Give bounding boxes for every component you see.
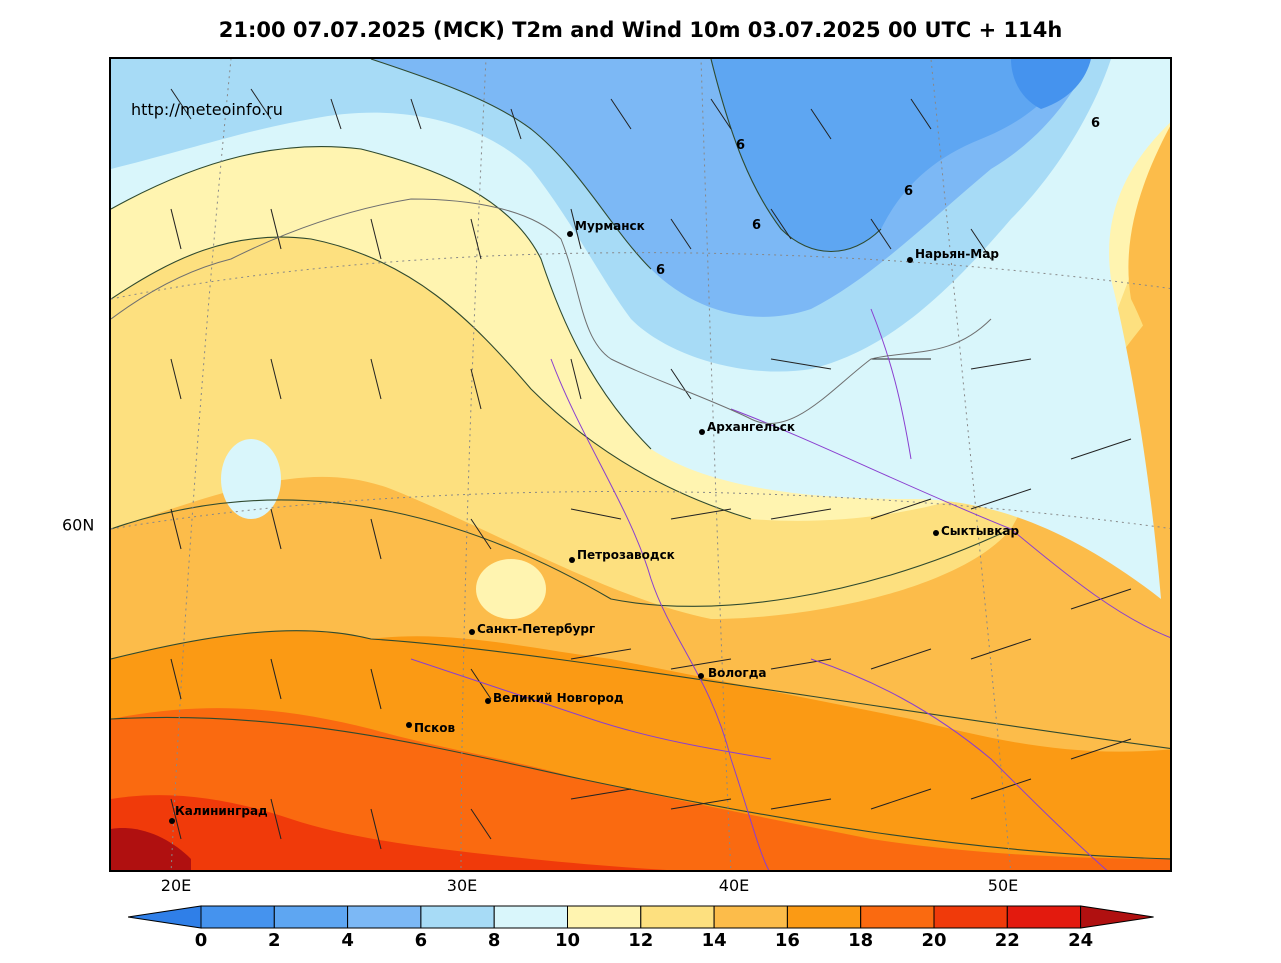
colorbar-tick-label: 14: [701, 930, 727, 951]
wind-barbs: [170, 88, 1132, 850]
city-dot: [469, 629, 475, 635]
watermark-text: http://meteoinfo.ru: [131, 100, 283, 119]
city-label-murmansk: Мурманск: [575, 219, 645, 233]
colorbar-tick-label: 4: [341, 930, 354, 951]
city-label-vologda: Вологда: [708, 666, 766, 680]
temperature-map: http://meteoinfo.ru 6 6 6 6 6 6 Мурманск…: [109, 57, 1172, 872]
city-dot: [567, 231, 573, 237]
map-canvas: http://meteoinfo.ru 6 6 6 6 6 6 Мурманск…: [111, 59, 1170, 870]
latitude-label: 60N: [62, 515, 95, 535]
city-label-pskov: Псков: [414, 721, 456, 735]
city-dot: [169, 818, 175, 824]
colorbar-tick-label: 22: [994, 930, 1020, 951]
colorbar-cell: [860, 905, 935, 929]
colorbar-cell: [420, 905, 495, 929]
city-dot: [698, 673, 704, 679]
colorbar-tick-label: 12: [628, 930, 654, 951]
colorbar-cell: [567, 905, 642, 929]
city-label-saint-petersburg: Санкт-Петербург: [477, 622, 595, 636]
city-label-veliky-novgorod: Великий Новгород: [493, 691, 624, 705]
contour-label: 6: [1091, 116, 1100, 131]
temp-band-4-6: [711, 59, 1071, 252]
colorbar-cells: [128, 905, 1154, 929]
city-labels: Мурманск Нарьян-Мар Архангельск Сыктывка…: [169, 219, 1019, 824]
region-borders: [410, 308, 1170, 870]
longitude-label: 20E: [160, 876, 192, 895]
temp-band-east-16-18: [1128, 126, 1170, 393]
colorbar-tick-label: 18: [848, 930, 874, 951]
city-dot: [485, 698, 491, 704]
city-dot: [406, 722, 412, 728]
longitude-label: 40E: [718, 876, 750, 895]
lake-region: [476, 559, 546, 619]
temp-band-2-4: [1011, 59, 1091, 109]
colorbar-cell: [933, 905, 1008, 929]
colorbar-cell: [640, 905, 715, 929]
colorbar-tick-label: 16: [774, 930, 800, 951]
colorbar-tick-label: 10: [554, 930, 581, 951]
colorbar-cell: [786, 905, 862, 929]
colorbar-arrow-low: [128, 905, 202, 929]
colorbar-tick-label: 6: [414, 930, 428, 951]
city-label-kaliningrad: Калининград: [175, 804, 268, 818]
lake-region: [221, 439, 281, 519]
colorbar-tick-label: 8: [487, 930, 501, 951]
map-title: 21:00 07.07.2025 (MCK) T2m and Wind 10m …: [218, 18, 1063, 42]
contour-label: 6: [904, 184, 913, 199]
temp-band-22-24: [111, 795, 667, 870]
contour-label: 6: [656, 263, 665, 278]
colorbar-cell: [1006, 905, 1082, 929]
coastline: [111, 198, 992, 425]
colorbar-tick-label: 24: [1068, 930, 1094, 951]
city-label-syktyvkar: Сыктывкар: [941, 524, 1019, 538]
colorbar-tick-label: 2: [268, 930, 281, 951]
colorbar-tick-label: 0: [194, 930, 208, 951]
city-label-arkhangelsk: Архангельск: [707, 420, 795, 434]
city-label-naryan-mar: Нарьян-Мар: [915, 247, 999, 261]
colorbar-cell: [273, 905, 349, 929]
city-dot: [933, 530, 939, 536]
colorbar-tick-label: 20: [921, 930, 947, 951]
colorbar: [128, 905, 1154, 929]
graticule: [111, 59, 1170, 870]
colorbar-arrow-high: [1080, 905, 1154, 929]
contour-label: 6: [736, 138, 745, 153]
colorbar-cell: [493, 905, 569, 929]
contour-label-group: 6 6 6 6 6 6: [656, 116, 1100, 278]
colorbar-cell: [200, 905, 275, 929]
temp-band-24plus: [111, 828, 191, 870]
city-label-petrozavodsk: Петрозаводск: [577, 548, 675, 562]
city-dot: [699, 429, 705, 435]
colorbar-cell: [347, 905, 422, 929]
colorbar-cell: [713, 905, 788, 929]
city-dot: [569, 557, 575, 563]
longitude-label: 50E: [987, 876, 1019, 895]
longitude-label: 30E: [446, 876, 478, 895]
isotherm-lines: [111, 59, 1170, 860]
contour-label: 6: [752, 218, 761, 233]
city-dot: [907, 257, 913, 263]
